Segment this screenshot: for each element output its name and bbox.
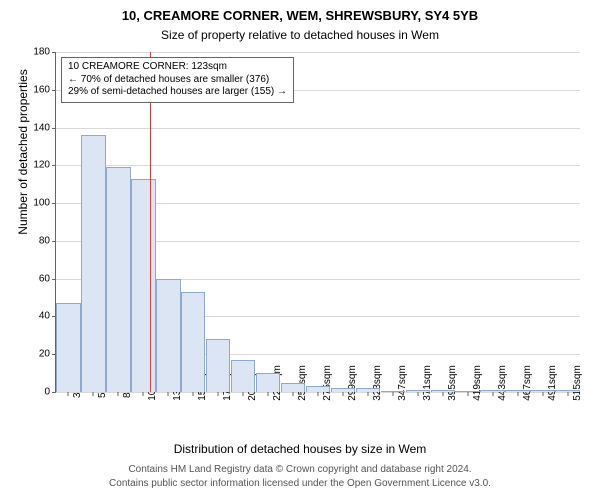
reference-line [150,52,151,392]
gridline [56,128,580,129]
histogram-bar [156,279,180,392]
chart-title: 10, CREAMORE CORNER, WEM, SHREWSBURY, SY… [0,8,600,23]
xtick-label: 371sqm [418,365,433,401]
histogram-bar [331,388,355,392]
histogram-bar [206,339,230,392]
histogram-bar [231,360,255,392]
annotation-line2: ← 70% of detached houses are smaller (37… [68,74,287,87]
histogram-bar [505,390,529,392]
annotation-line3: 29% of semi-detached houses are larger (… [68,86,287,99]
xtick-label: 299sqm [343,365,358,401]
xtick-label: 347sqm [393,365,408,401]
xtick-label: 323sqm [368,365,383,401]
ytick-label: 80 [39,235,56,246]
histogram-bar [256,373,280,392]
y-axis-label: Number of detached properties [16,0,30,322]
xtick-label: 491sqm [543,365,558,401]
histogram-bar [530,390,554,392]
histogram-bar [106,167,130,392]
histogram-bar [306,386,330,392]
histogram-chart: 10, CREAMORE CORNER, WEM, SHREWSBURY, SY… [0,0,600,500]
histogram-bar [480,390,504,392]
ytick-label: 120 [33,160,56,171]
histogram-bar [81,135,105,392]
footer-line-1: Contains HM Land Registry data © Crown c… [0,464,600,475]
ytick-label: 20 [39,349,56,360]
histogram-bar [431,390,455,392]
chart-subtitle: Size of property relative to detached ho… [0,28,600,42]
ytick-label: 140 [33,122,56,133]
ytick-label: 60 [39,273,56,284]
histogram-bar [56,303,80,392]
footer-line-2: Contains public sector information licen… [0,478,600,489]
ytick-label: 0 [44,387,56,398]
histogram-bar [455,391,479,392]
histogram-bar [555,390,579,392]
histogram-bar [381,391,405,392]
xtick-label: 515sqm [568,365,583,401]
histogram-bar [406,390,430,392]
plot-area: 02040608010012014016018035sqm59sqm83sqm1… [55,52,580,393]
histogram-bar [281,383,305,392]
ytick-label: 100 [33,198,56,209]
xtick-label: 419sqm [468,365,483,401]
histogram-bar [131,179,155,392]
annotation-box: 10 CREAMORE CORNER: 123sqm← 70% of detac… [61,57,294,103]
ytick-label: 180 [33,47,56,58]
gridline [56,52,580,53]
histogram-bar [356,388,380,392]
ytick-label: 160 [33,84,56,95]
xtick-label: 275sqm [318,365,333,401]
xtick-label: 443sqm [493,365,508,401]
x-axis-label: Distribution of detached houses by size … [0,442,600,456]
annotation-line1: 10 CREAMORE CORNER: 123sqm [68,61,287,74]
ytick-label: 40 [39,311,56,322]
xtick-label: 467sqm [518,365,533,401]
histogram-bar [181,292,205,392]
gridline [56,165,580,166]
xtick-label: 395sqm [443,365,458,401]
